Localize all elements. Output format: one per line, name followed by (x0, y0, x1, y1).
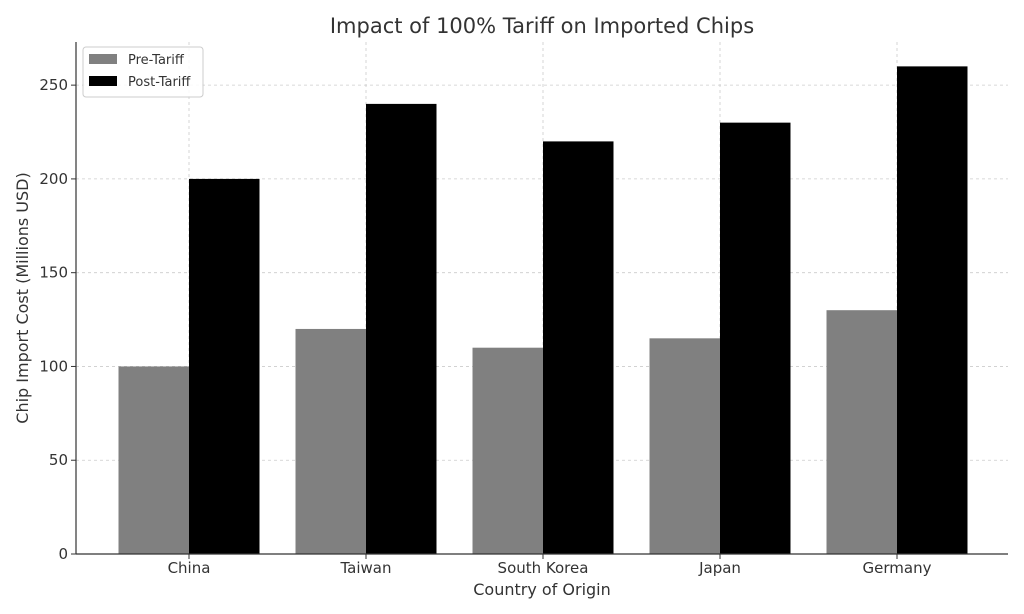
pre-tariff-bar-germany (826, 310, 897, 554)
y-tick-label: 50 (49, 451, 68, 469)
post-tariff-bar-south-korea (543, 141, 614, 554)
y-tick-label: 100 (39, 357, 68, 375)
legend-label: Post-Tariff (128, 75, 191, 90)
x-tick-label: Germany (863, 559, 932, 577)
x-tick-label: China (168, 559, 211, 577)
pre-tariff-bar-south-korea (472, 347, 543, 554)
post-tariff-bar-china (189, 178, 260, 554)
axes (75, 42, 1008, 555)
y-tick-label: 200 (39, 170, 68, 188)
y-axis-ticks: 0 50 100 150 200 250 (39, 76, 76, 563)
bars (118, 66, 968, 555)
x-tick-label: Japan (698, 559, 741, 577)
post-tariff-bar-japan (720, 122, 791, 555)
x-tick-label: South Korea (498, 559, 589, 577)
post-tariff-bar-taiwan (366, 103, 437, 554)
x-axis-ticks: China Taiwan South Korea Japan Germany (168, 554, 932, 577)
pre-tariff-bar-taiwan (295, 328, 366, 554)
x-axis-label: Country of Origin (473, 580, 611, 599)
x-tick-label: Taiwan (339, 559, 391, 577)
post-tariff-bar-germany (897, 66, 968, 554)
legend-swatch-0 (89, 54, 117, 64)
y-tick-label: 250 (39, 76, 68, 94)
legend: Pre-Tariff Post-Tariff (82, 46, 204, 98)
y-tick-label: 150 (39, 264, 68, 282)
y-axis-label: Chip Import Cost (Millions USD) (13, 172, 32, 423)
pre-tariff-bar-china (118, 366, 189, 554)
legend-swatch-1 (89, 76, 117, 86)
pre-tariff-bar-japan (649, 338, 720, 554)
chart-title: Impact of 100% Tariff on Imported Chips (330, 14, 754, 38)
legend-label: Pre-Tariff (128, 53, 185, 68)
y-tick-label: 0 (58, 545, 68, 563)
